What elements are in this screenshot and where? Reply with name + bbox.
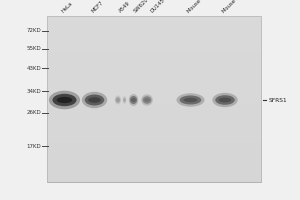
Text: 34KD: 34KD: [27, 88, 41, 94]
Ellipse shape: [123, 98, 126, 102]
Ellipse shape: [144, 98, 150, 102]
Ellipse shape: [49, 91, 80, 109]
Text: 26KD: 26KD: [27, 110, 41, 115]
Text: A549: A549: [118, 1, 131, 14]
Text: DU145: DU145: [149, 0, 166, 14]
Ellipse shape: [57, 97, 72, 103]
Ellipse shape: [141, 94, 153, 106]
Text: MCF7: MCF7: [91, 0, 105, 14]
Ellipse shape: [180, 96, 201, 104]
Ellipse shape: [130, 96, 137, 104]
Ellipse shape: [176, 93, 205, 107]
Text: SW620: SW620: [133, 0, 150, 14]
Ellipse shape: [124, 99, 125, 101]
Text: 43KD: 43KD: [27, 66, 41, 71]
Text: Mouse spleen: Mouse spleen: [221, 0, 250, 14]
FancyBboxPatch shape: [46, 16, 261, 182]
Text: SFRS1: SFRS1: [269, 98, 288, 102]
Ellipse shape: [116, 98, 119, 102]
Ellipse shape: [52, 94, 76, 106]
Ellipse shape: [142, 96, 152, 104]
Ellipse shape: [212, 93, 238, 107]
Ellipse shape: [88, 97, 101, 103]
Ellipse shape: [129, 94, 138, 106]
Ellipse shape: [82, 92, 107, 108]
Text: HeLa: HeLa: [61, 1, 74, 14]
Ellipse shape: [123, 96, 127, 104]
Text: Mouse thymus: Mouse thymus: [187, 0, 218, 14]
Ellipse shape: [115, 96, 121, 104]
Text: 72KD: 72KD: [27, 28, 41, 33]
Text: 55KD: 55KD: [27, 46, 41, 51]
Ellipse shape: [116, 97, 120, 103]
Text: 17KD: 17KD: [27, 144, 41, 148]
Ellipse shape: [85, 95, 104, 106]
Ellipse shape: [219, 98, 231, 102]
Ellipse shape: [184, 98, 197, 102]
Ellipse shape: [215, 95, 235, 105]
Ellipse shape: [131, 98, 136, 102]
